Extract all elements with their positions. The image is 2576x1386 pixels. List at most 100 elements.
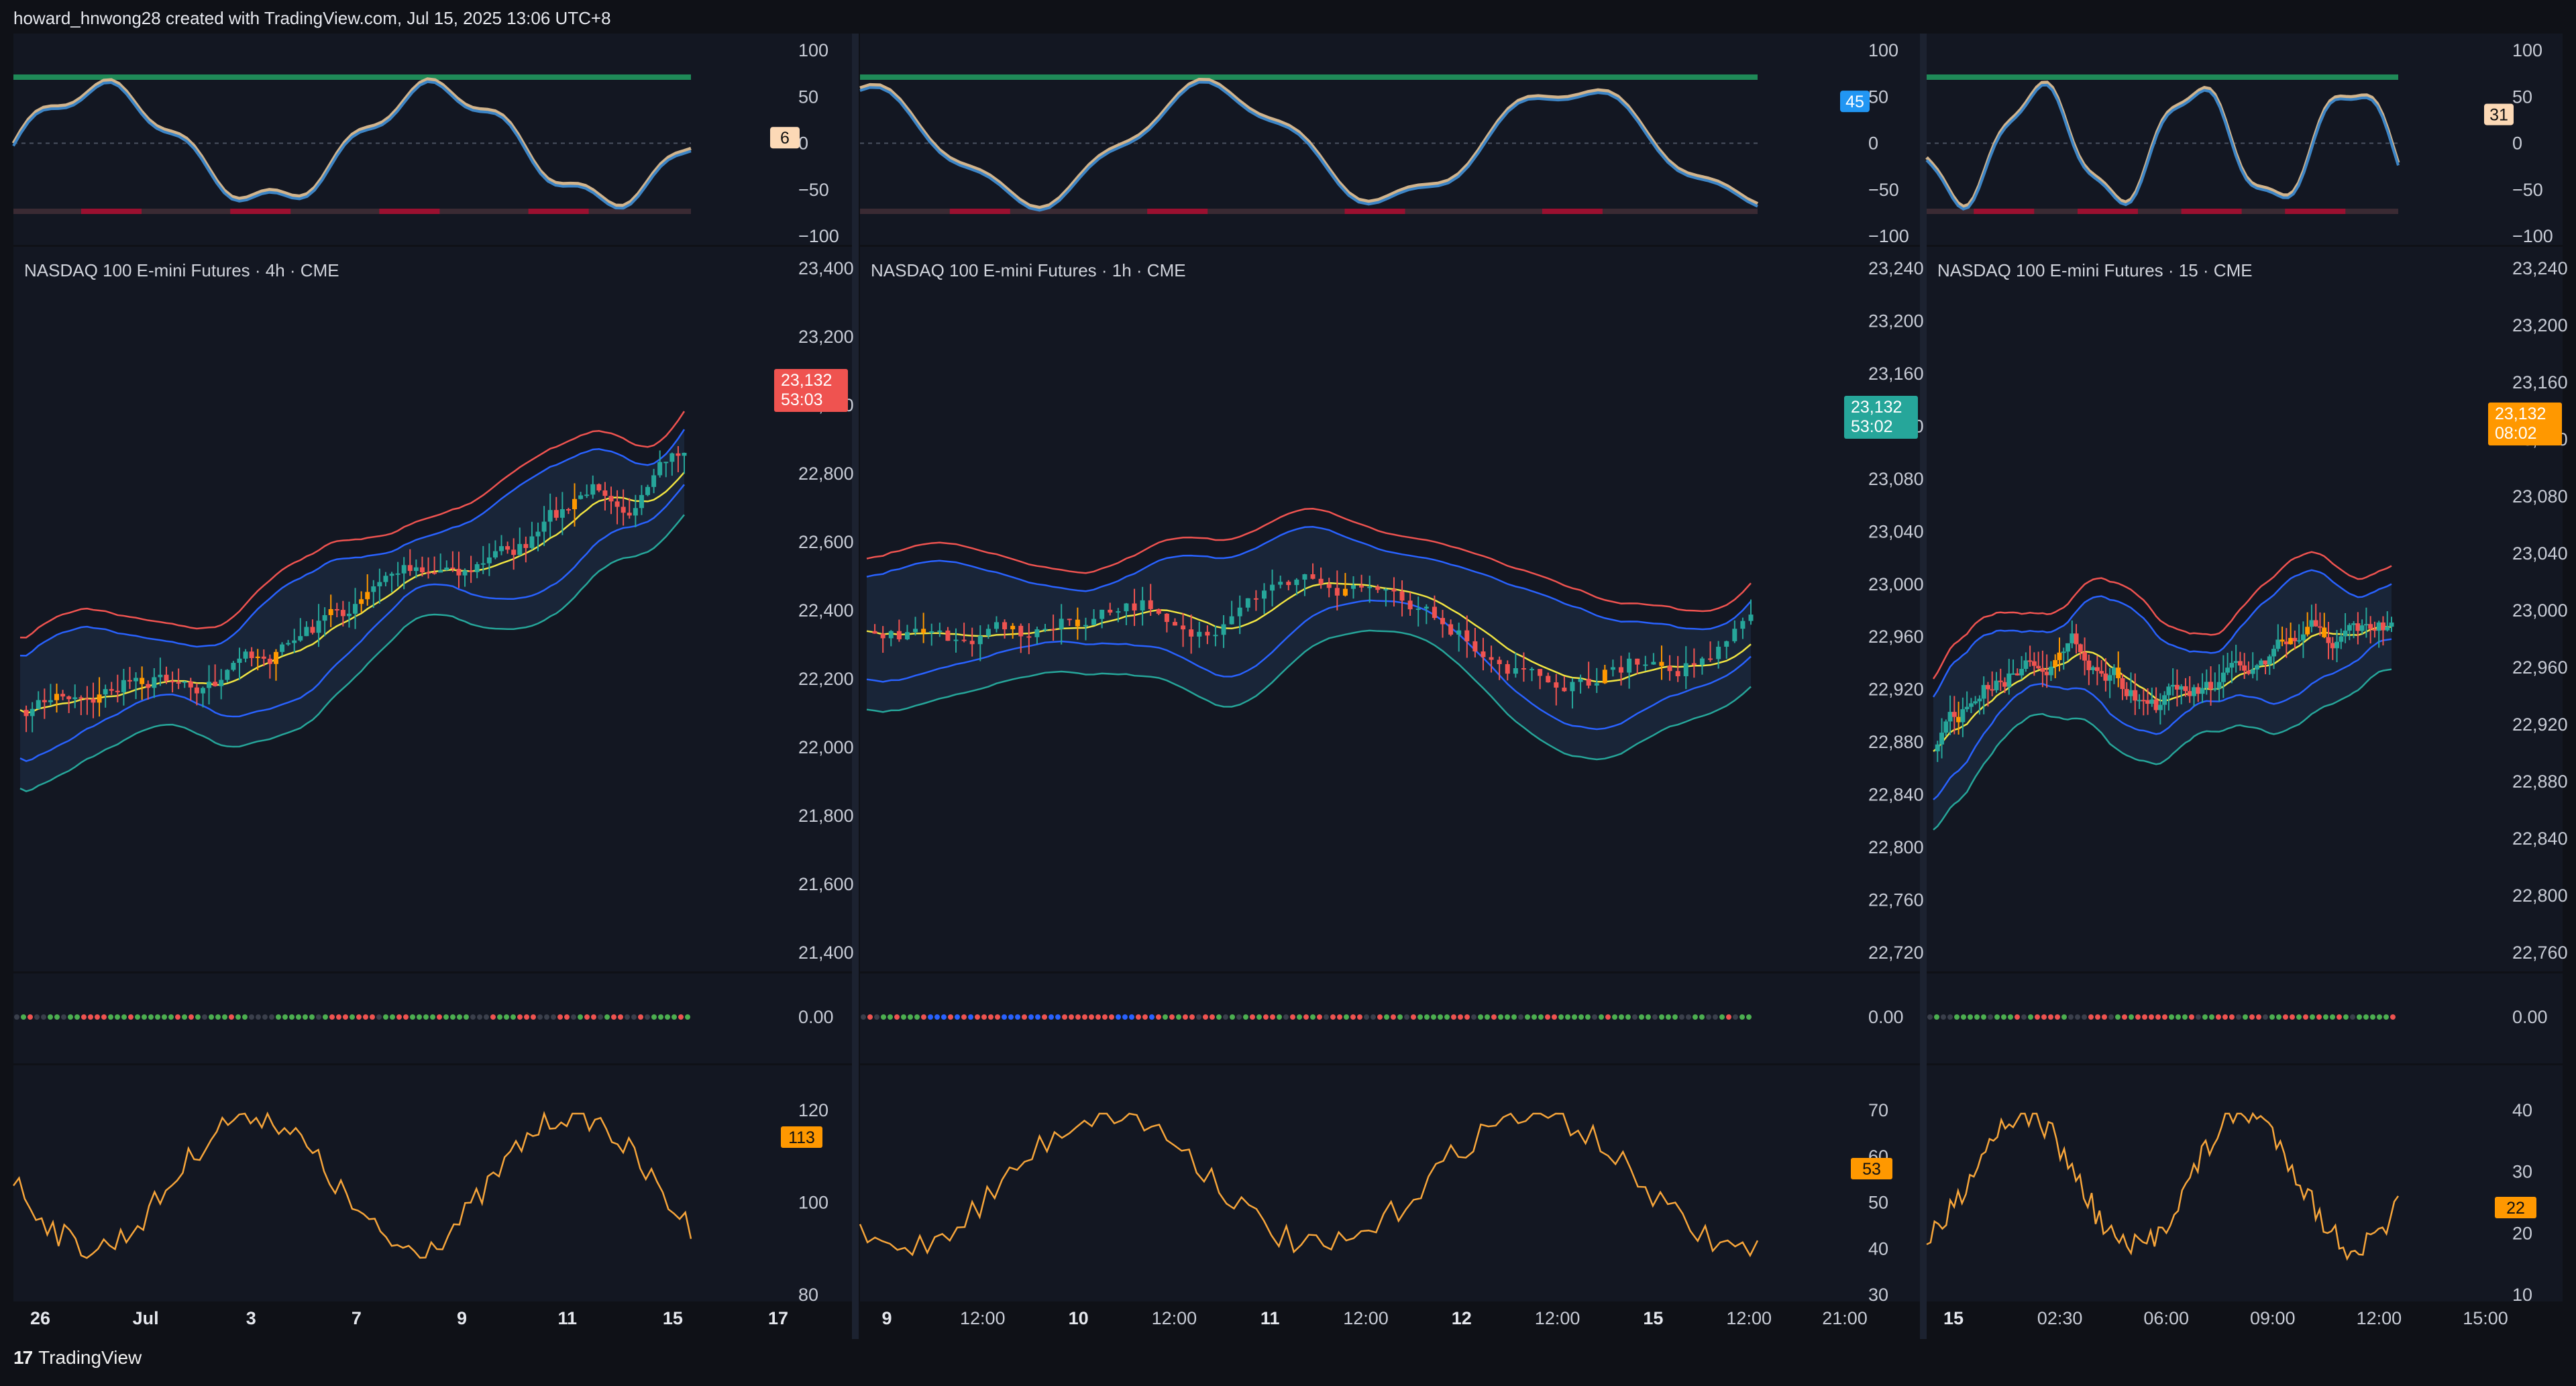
squeeze-dot xyxy=(2236,1014,2241,1020)
squeeze-dot xyxy=(1230,1014,1235,1020)
candle-body xyxy=(1042,629,1048,631)
candle-body xyxy=(103,689,108,695)
candle-body xyxy=(2330,643,2335,649)
candle-body xyxy=(953,639,959,641)
squeeze-dot xyxy=(1324,1014,1329,1020)
candle-body xyxy=(1651,661,1656,665)
candle-body xyxy=(419,567,425,573)
candle-body xyxy=(1667,665,1672,672)
candle-body xyxy=(2166,686,2171,696)
panel-divider[interactable] xyxy=(1920,34,1927,1339)
candle-body xyxy=(2019,669,2025,676)
squeeze-dot xyxy=(2155,1014,2161,1020)
squeeze-dot xyxy=(1565,1014,1570,1020)
squeeze-dot xyxy=(222,1014,227,1020)
time-axis-label: 9 xyxy=(881,1308,892,1328)
candle-body xyxy=(2082,652,2088,661)
squeeze-dot xyxy=(544,1014,549,1020)
time-axis-label: 7 xyxy=(352,1308,362,1328)
price-axis-label: 22,920 xyxy=(2512,714,2568,735)
squeeze-dot xyxy=(1082,1014,1087,1020)
candle-body xyxy=(669,453,675,462)
squeeze-dot xyxy=(1578,1014,1584,1020)
squeeze-dot xyxy=(2310,1014,2315,1020)
candle-body xyxy=(1521,668,1526,670)
squeeze-dot xyxy=(1203,1014,1208,1020)
squeeze-dot xyxy=(1552,1014,1557,1020)
candle-body xyxy=(1659,661,1664,666)
squeeze-dot xyxy=(81,1014,87,1020)
candle-body xyxy=(1148,600,1153,609)
candle-body xyxy=(1740,621,1746,629)
candle-body xyxy=(1172,622,1177,626)
panel-divider[interactable] xyxy=(852,34,859,1339)
vol-pane xyxy=(13,1065,852,1301)
symbol-legend: NASDAQ 100 E-mini Futures · 15 · CME xyxy=(1937,260,2253,280)
candle-body xyxy=(2086,660,2092,670)
candle-body xyxy=(1602,670,1607,684)
squeeze-dot xyxy=(1095,1014,1101,1020)
candle-body xyxy=(2271,649,2277,657)
candle-body xyxy=(1351,585,1356,589)
candle-body xyxy=(237,658,242,663)
candle-body xyxy=(1472,641,1478,652)
candle-body xyxy=(1221,624,1226,635)
candle-body xyxy=(2057,652,2062,660)
osc-axis-label: 50 xyxy=(798,87,818,107)
candle-body xyxy=(2275,639,2281,649)
keltner-upper-line xyxy=(866,507,1752,612)
candle-body xyxy=(2023,660,2029,670)
squeeze-dot xyxy=(464,1014,469,1020)
candle-body xyxy=(164,674,169,682)
squeeze-dot xyxy=(195,1014,201,1020)
squeeze-dot xyxy=(202,1014,207,1020)
squeeze-dot xyxy=(403,1014,409,1020)
candle-body xyxy=(2385,627,2390,631)
candle-body xyxy=(1497,659,1502,664)
osc-main-line xyxy=(1925,83,2400,211)
candle-body xyxy=(1627,658,1632,673)
time-axis-label: 15 xyxy=(1943,1308,1964,1328)
candle-body xyxy=(2015,673,2020,676)
time-axis-label: 26 xyxy=(30,1308,50,1328)
candle-body xyxy=(1570,682,1575,692)
squeeze-dot xyxy=(2008,1014,2013,1020)
candle-body xyxy=(1261,590,1267,599)
squeeze-dot xyxy=(934,1014,940,1020)
squeeze-dot xyxy=(645,1014,650,1020)
squeeze-dot xyxy=(2129,1014,2134,1020)
candle-body xyxy=(261,656,266,659)
squeeze-dot xyxy=(1934,1014,1939,1020)
candle-body xyxy=(1947,712,1953,722)
squeeze-dot xyxy=(1464,1014,1470,1020)
price-axis-label: 23,200 xyxy=(1868,311,1924,331)
footer[interactable]: 17 TradingView xyxy=(13,1347,142,1369)
candle-body xyxy=(426,572,431,574)
squeeze-dot xyxy=(48,1014,53,1020)
squeeze-dot xyxy=(651,1014,657,1020)
candle-body xyxy=(872,631,877,634)
candle-body xyxy=(1985,685,1990,690)
squeeze-dot xyxy=(2330,1014,2335,1020)
osc-main-line xyxy=(859,81,1758,212)
squeeze-dot xyxy=(881,1014,886,1020)
squeeze-dot xyxy=(410,1014,415,1020)
squeeze-dot xyxy=(1196,1014,1201,1020)
candle-body xyxy=(1943,721,1949,733)
candle-body xyxy=(2094,667,2100,672)
squeeze-dot xyxy=(1169,1014,1175,1020)
squeeze-dot xyxy=(2383,1014,2389,1020)
candle-body xyxy=(2200,688,2205,694)
countdown-label: 53:03 xyxy=(781,390,823,409)
candle-body xyxy=(2317,626,2322,628)
vol-axis-label: 40 xyxy=(1868,1238,1888,1259)
vol-axis-label: 100 xyxy=(798,1193,828,1213)
osc-axis-label: −50 xyxy=(2512,180,2543,200)
squeeze-dot xyxy=(1404,1014,1409,1020)
squeeze-dot xyxy=(316,1014,321,1020)
squeeze-dot xyxy=(1659,1014,1664,1020)
squeeze-dot xyxy=(2283,1014,2288,1020)
squeeze-dot xyxy=(921,1014,926,1020)
squeeze-dot xyxy=(2142,1014,2147,1020)
